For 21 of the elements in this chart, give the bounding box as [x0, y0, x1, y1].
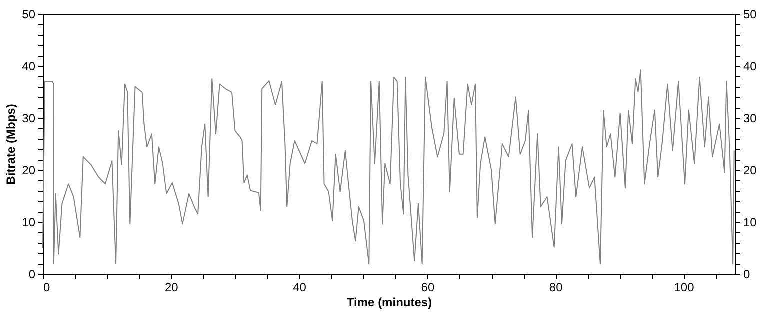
- y-tick-label: 50: [22, 8, 36, 22]
- y-axis-title: Bitrate (Mbps): [4, 104, 18, 185]
- y2-tick-label: 40: [744, 60, 758, 74]
- line-series: [42, 70, 735, 265]
- y-tick-label: 40: [22, 60, 36, 74]
- x-axis-title: Time (minutes): [346, 296, 432, 310]
- y2-tick-label: 0: [744, 268, 750, 282]
- y2-tick-label: 30: [744, 112, 758, 126]
- y-tick-label: 20: [22, 164, 36, 178]
- y2-tick-label: 20: [744, 164, 758, 178]
- x-tick-label: 60: [421, 280, 435, 294]
- y2-tick-label: 50: [744, 8, 758, 22]
- x-tick-label: 80: [549, 280, 564, 294]
- x-tick-label: 20: [164, 280, 179, 294]
- y-tick-label: 10: [22, 216, 36, 230]
- y-tick-label: 30: [22, 112, 36, 126]
- y-tick-label: 0: [28, 268, 36, 282]
- x-tick-label: 0: [44, 280, 50, 294]
- y2-tick-label: 10: [744, 216, 758, 230]
- x-tick-label: 100: [674, 280, 695, 294]
- x-tick-label: 40: [293, 280, 307, 294]
